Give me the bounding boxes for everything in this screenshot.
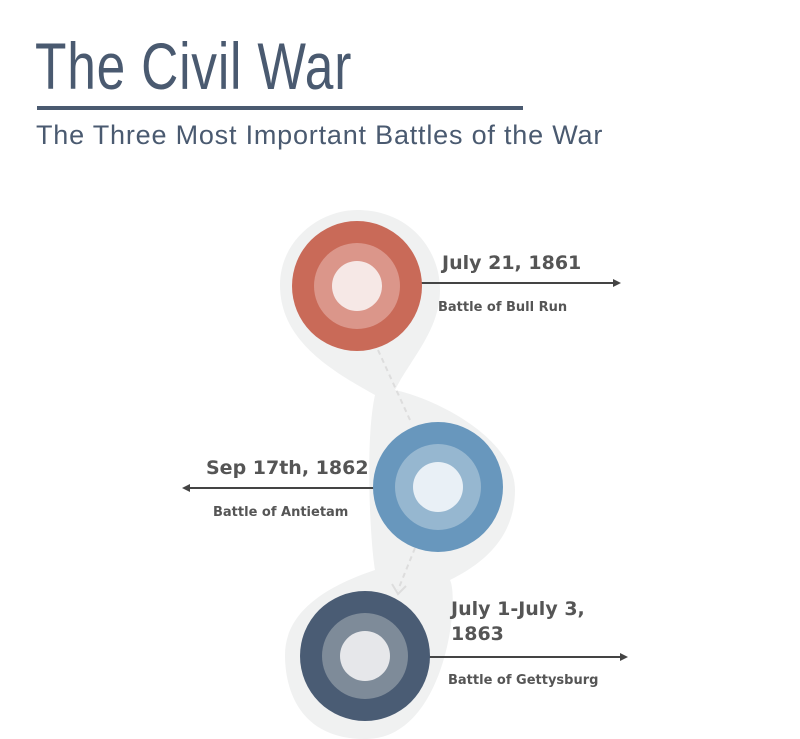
event-date: Sep 17th, 1862 xyxy=(206,457,369,479)
event-date: July 1-July 3, 1863 xyxy=(451,598,585,645)
milestone-circle xyxy=(413,462,463,512)
arrow-head-icon xyxy=(182,484,190,492)
event-name: Battle of Gettysburg xyxy=(448,673,599,688)
milestone-circle xyxy=(332,261,382,311)
connector-arrow-icon xyxy=(391,583,407,596)
connector-dashed-line xyxy=(397,547,416,591)
page-subtitle: The Three Most Important Battles of the … xyxy=(36,120,604,150)
event-date: July 21, 1861 xyxy=(442,252,582,274)
title-underline xyxy=(37,106,523,110)
event-name: Battle of Antietam xyxy=(213,505,349,520)
connector-dashed-line xyxy=(377,349,411,421)
page-title: The Civil War xyxy=(35,29,353,103)
arrow-head-icon xyxy=(620,653,628,661)
event-name: Battle of Bull Run xyxy=(438,300,568,315)
arrow-head-icon xyxy=(613,279,621,287)
milestone-circle xyxy=(340,631,390,681)
